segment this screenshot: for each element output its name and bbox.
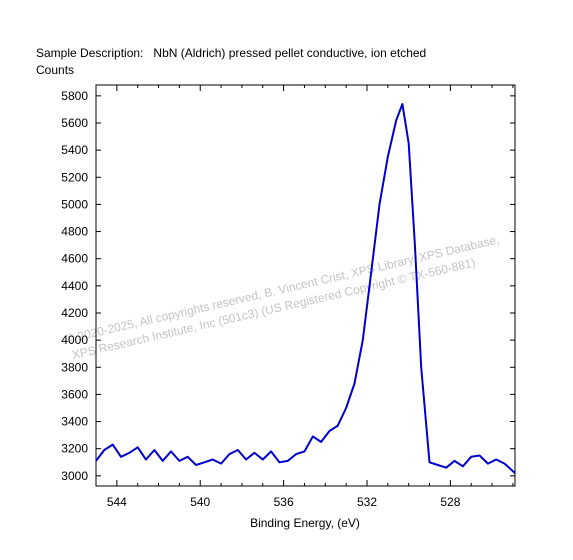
x-tick-label: 536 xyxy=(274,495,294,509)
x-axis-label: Binding Energy, (eV) xyxy=(250,516,360,530)
y-tick-label: 4600 xyxy=(61,252,88,266)
x-tick-label: 540 xyxy=(190,495,210,509)
x-axis: 544 540 536 532 528 xyxy=(95,85,514,509)
y-tick-label: 3200 xyxy=(61,442,88,456)
x-tick-label: 532 xyxy=(357,495,377,509)
x-tick-label: 544 xyxy=(107,495,127,509)
x-tick-label: 528 xyxy=(440,495,460,509)
y-tick-label: 4200 xyxy=(61,306,88,320)
y-tick-label: 5400 xyxy=(61,143,88,157)
y-tick-label: 4400 xyxy=(61,279,88,293)
y-tick-label: 5600 xyxy=(61,116,88,130)
sample-description: Sample Description: NbN (Aldrich) presse… xyxy=(36,46,426,60)
description-label: Sample Description: xyxy=(36,46,144,60)
description-value: NbN (Aldrich) pressed pellet conductive,… xyxy=(153,46,427,60)
y-axis-label: Counts xyxy=(36,63,75,77)
copyright-watermark: © 2020-2025, All copyrights reserved, B.… xyxy=(64,232,500,362)
spectrum-line xyxy=(95,103,516,474)
y-tick-label: 3000 xyxy=(61,469,88,483)
y-tick-label: 5800 xyxy=(61,89,88,103)
y-tick-label: 3600 xyxy=(61,387,88,401)
watermark-line-1: © 2020-2025, All copyrights reserved, B.… xyxy=(64,232,500,346)
y-axis: 3000 3200 3400 3600 3800 4000 4200 4400 4600 4800… xyxy=(61,89,515,483)
y-tick-label: 5200 xyxy=(61,170,88,184)
y-tick-label: 3800 xyxy=(61,360,88,374)
y-tick-label: 4800 xyxy=(61,225,88,239)
series-group xyxy=(95,103,516,474)
y-tick-label: 5000 xyxy=(61,197,88,211)
y-tick-label: 3400 xyxy=(61,415,88,429)
y-tick-label: 4000 xyxy=(61,333,88,347)
